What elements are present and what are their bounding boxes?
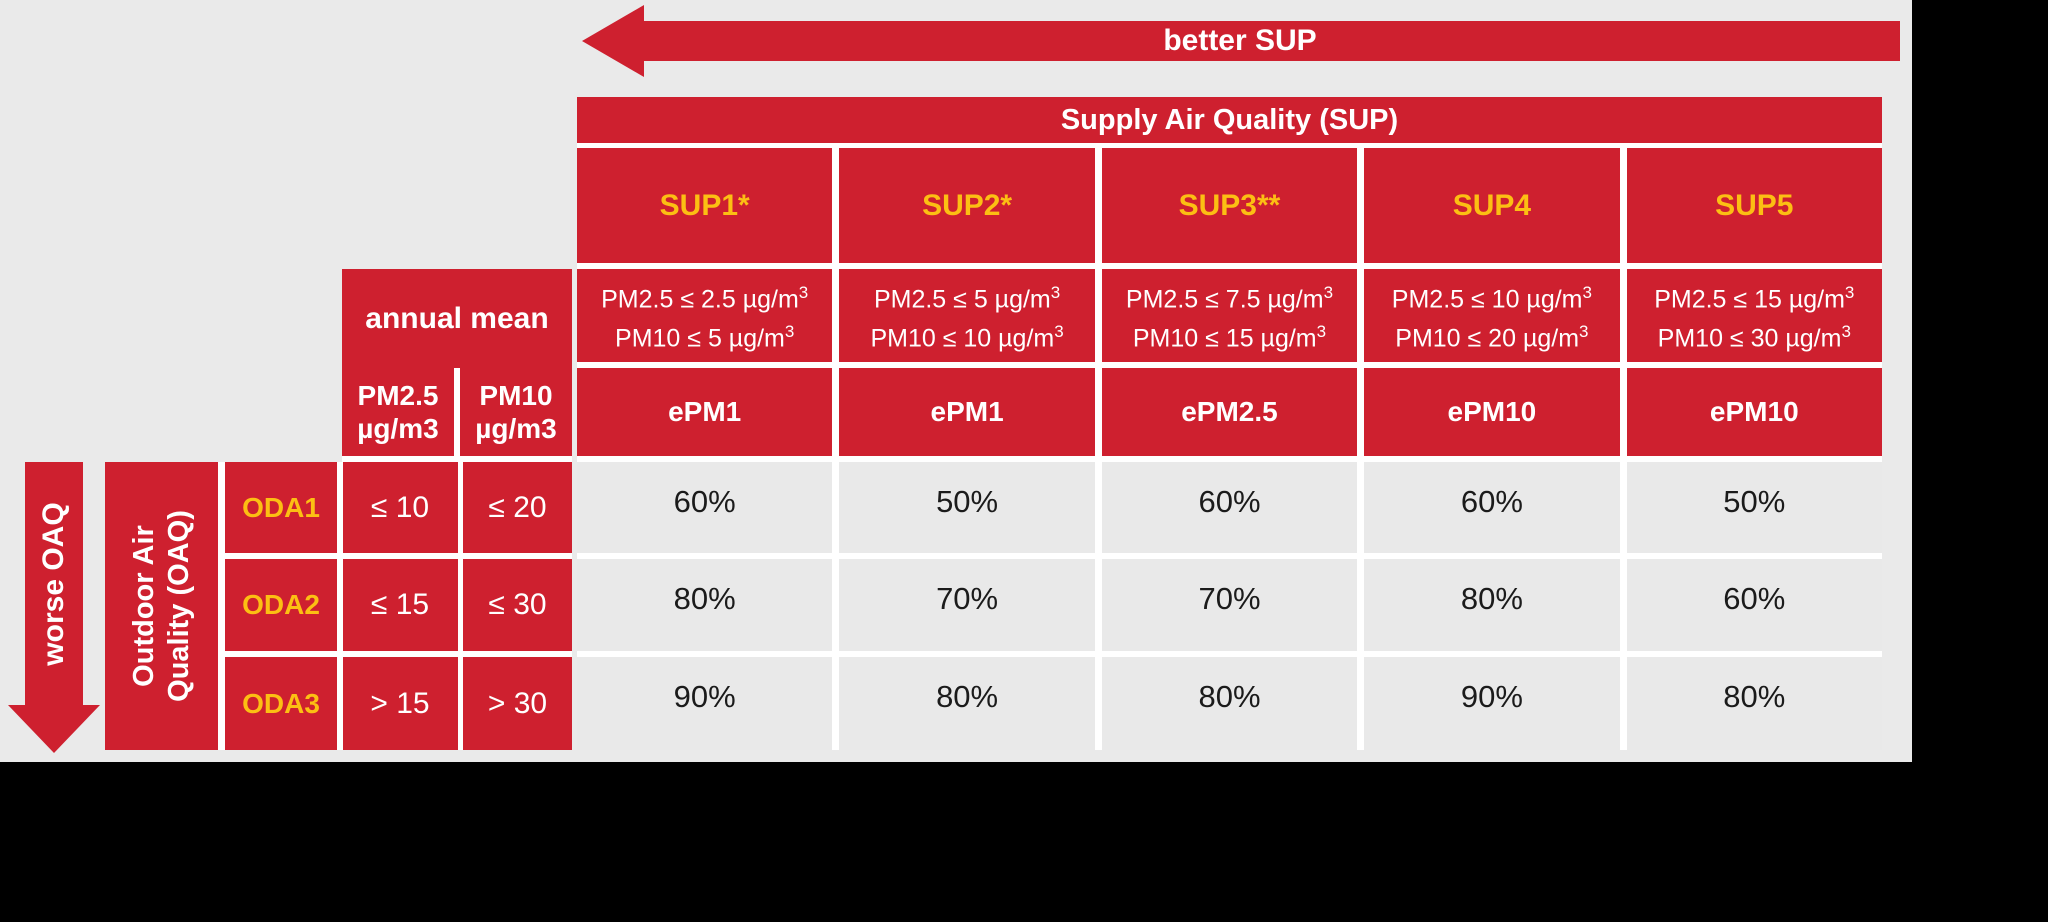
sup2-epm-cell: ePM1 [839,368,1095,456]
sup1-limits-cell: PM2.5 ≤ 2.5 µg/m3 PM10 ≤ 5 µg/m3 [577,269,833,362]
efficiency-cell-oda3-sup1: 90% [577,657,833,750]
better-sup-label: better SUP [1163,24,1317,57]
sup2-label: SUP2* [922,188,1013,222]
sup3-label: SUP3** [1178,188,1281,222]
sup2-pm25-limit: PM2.5 ≤ 5 µg/m3 [873,283,1061,314]
efficiency-cell-oda3-sup2: 80% [839,657,1095,750]
sup1-epm-cell: ePM1 [577,368,833,456]
sup5-epm-cell: ePM10 [1626,368,1882,456]
oda2-pm10-cell: ≤ 30 [463,559,572,651]
oda3-pm25-cell: > 15 [342,657,458,750]
annual-mean-block: annual mean PM2.5 µg/m3 PM10 µg/m3 [342,269,572,462]
efficiency-cell-oda2-sup3: 70% [1101,559,1358,651]
efficiency-cell-oda3-sup4: 90% [1364,657,1620,750]
oda2-label-cell: ODA2 [225,559,337,651]
sup1-label: SUP1* [659,188,750,222]
efficiency-cell-oda2-sup4: 80% [1364,559,1620,651]
efficiency-cell-oda3-sup3: 80% [1101,657,1358,750]
sup-column-header-sup2: SUP2* [839,148,1095,263]
sup3-epm-cell: ePM2.5 [1101,368,1358,456]
arrow-shaft: better SUP [640,21,1900,61]
sup4-pm25-limit: PM2.5 ≤ 10 µg/m3 [1391,283,1592,314]
oaq-header-bar: Outdoor Air Quality (OAQ) [105,462,218,750]
sup5-pm10-limit: PM10 ≤ 30 µg/m3 [1657,321,1851,352]
arrow-head-down-icon [8,705,100,753]
sup3-pm25-limit: PM2.5 ≤ 7.5 µg/m3 [1125,283,1334,314]
sup4-limits-cell: PM2.5 ≤ 10 µg/m3 PM10 ≤ 20 µg/m3 [1364,269,1620,362]
efficiency-cell-oda1-sup2: 50% [839,462,1095,553]
efficiency-cell-oda1-sup5: 50% [1626,462,1882,553]
annual-mean-label: annual mean [342,269,572,368]
efficiency-cell-oda2-sup2: 70% [839,559,1095,651]
sup-table: Supply Air Quality (SUP) SUP1* SUP2* SUP… [577,97,1882,750]
worse-oaq-label: worse OAQ [37,501,70,666]
efficiency-cell-oda1-sup4: 60% [1364,462,1620,553]
sup-column-header-sup5: SUP5 [1626,148,1882,263]
sup5-pm25-limit: PM2.5 ≤ 15 µg/m3 [1654,283,1855,314]
sup-column-header-sup4: SUP4 [1364,148,1620,263]
sup2-limits-cell: PM2.5 ≤ 5 µg/m3 PM10 ≤ 10 µg/m3 [839,269,1095,362]
sup4-label: SUP4 [1452,188,1532,222]
sup-header-bar: Supply Air Quality (SUP) [577,97,1882,143]
oda1-pm25-cell: ≤ 10 [342,462,458,553]
sup4-pm10-limit: PM10 ≤ 20 µg/m3 [1395,321,1589,352]
efficiency-cell-oda1-sup1: 60% [577,462,833,553]
efficiency-cell-oda1-sup3: 60% [1101,462,1358,553]
sup5-limits-cell: PM2.5 ≤ 15 µg/m3 PM10 ≤ 30 µg/m3 [1626,269,1882,362]
sup3-pm10-limit: PM10 ≤ 15 µg/m3 [1132,321,1327,352]
pm25-unit-header: PM2.5 µg/m3 [342,368,454,456]
sup-column-header-sup1: SUP1* [577,148,833,263]
oaq-header-label: Outdoor Air Quality (OAQ) [127,510,195,702]
arrow-shaft-vertical: worse OAQ [25,462,83,705]
oda3-pm10-cell: > 30 [463,657,572,750]
sup4-epm-cell: ePM10 [1364,368,1620,456]
efficiency-cell-oda2-sup5: 60% [1626,559,1882,651]
efficiency-cell-oda2-sup1: 80% [577,559,833,651]
oda2-pm25-cell: ≤ 15 [342,559,458,651]
sup-grid: SUP1* SUP2* SUP3** SUP4 SUP5 PM2.5 ≤ 2.5… [577,148,1882,750]
sup1-pm10-limit: PM10 ≤ 5 µg/m3 [615,321,795,352]
annual-mean-units-row: PM2.5 µg/m3 PM10 µg/m3 [342,368,572,456]
sup2-pm10-limit: PM10 ≤ 10 µg/m3 [870,321,1064,352]
worse-oaq-arrow: worse OAQ [8,462,100,753]
sup1-pm25-limit: PM2.5 ≤ 2.5 µg/m3 [601,283,809,314]
column-divider [454,368,460,456]
sup3-limits-cell: PM2.5 ≤ 7.5 µg/m3 PM10 ≤ 15 µg/m3 [1101,269,1358,362]
oda1-label-cell: ODA1 [225,462,337,553]
arrow-head-left-icon [582,5,644,77]
better-sup-arrow: better SUP [582,5,1900,77]
sup-column-header-sup3: SUP3** [1101,148,1358,263]
oda3-label-cell: ODA3 [225,657,337,750]
oda-rows-grid: ODA1 ≤ 10 ≤ 20 ODA2 ≤ 15 ≤ 30 ODA3 > 15 … [218,462,572,750]
sup-header-label: Supply Air Quality (SUP) [1060,103,1399,136]
pm10-unit-header: PM10 µg/m3 [460,368,572,456]
efficiency-cell-oda3-sup5: 80% [1626,657,1882,750]
oda1-pm10-cell: ≤ 20 [463,462,572,553]
sup5-label: SUP5 [1715,188,1794,222]
